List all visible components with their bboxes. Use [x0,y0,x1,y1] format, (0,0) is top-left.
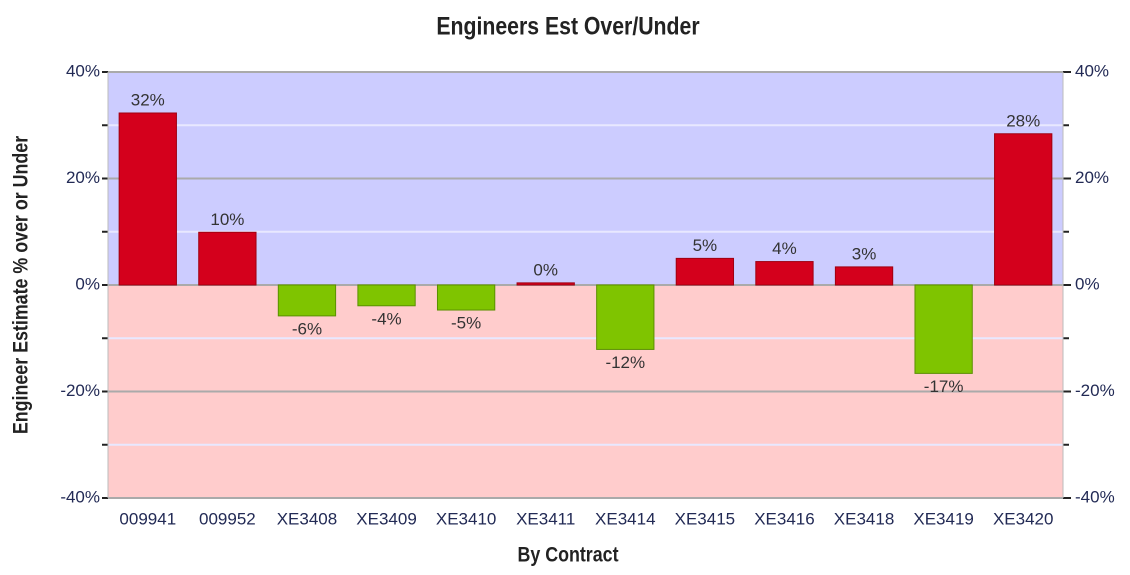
x-tick-label: XE3409 [356,509,417,528]
x-tick-label: XE3418 [834,509,895,528]
value-label: 28% [1006,111,1040,130]
y2-tick-label: -20% [1075,381,1115,400]
bar [277,284,337,317]
x-tick-label: XE3419 [913,509,974,528]
x-axis-title: By Contract [517,543,619,567]
y-axis-title: Engineer Estimate % over or Under [9,135,33,434]
value-label: -17% [924,377,964,396]
value-label: 10% [210,210,244,229]
x-tick-label: XE3414 [595,509,656,528]
value-label: -5% [451,314,481,333]
value-label: 3% [852,244,877,263]
bar [516,282,575,286]
y2-tick-label: -40% [1075,487,1115,506]
bar [994,133,1053,286]
y-tick-label: -40% [60,487,100,506]
bar [198,231,257,286]
value-label: 5% [693,236,718,255]
x-tick-label: 009941 [119,509,176,528]
y2-tick-label: 0% [1075,274,1100,293]
bar [834,266,894,286]
y-tick-label: 20% [66,168,100,187]
value-label: 0% [533,260,558,279]
value-label: -12% [605,353,645,372]
bar [596,284,655,350]
bar [436,284,496,311]
y-tick-label: 40% [66,61,100,80]
bar [914,284,973,374]
y2-tick-label: 40% [1075,61,1109,80]
bar [675,257,735,286]
value-label: -4% [371,309,401,328]
y2-tick-label: 20% [1075,168,1109,187]
chart-title: Engineers Est Over/Under [436,12,699,40]
x-tick-label: XE3420 [993,509,1054,528]
bar [755,261,814,286]
value-label: -6% [292,319,322,338]
bar [357,284,416,307]
x-tick-label: XE3408 [277,509,338,528]
y-tick-label: -20% [60,381,100,400]
x-tick-label: XE3416 [754,509,815,528]
x-tick-label: XE3411 [516,509,575,528]
x-tick-label: XE3415 [675,509,736,528]
x-tick-label: 009952 [199,509,256,528]
y-tick-label: 0% [75,274,100,293]
value-label: 4% [772,239,797,258]
x-tick-label: XE3410 [436,509,497,528]
value-label: 32% [131,90,165,109]
bar [118,112,177,286]
